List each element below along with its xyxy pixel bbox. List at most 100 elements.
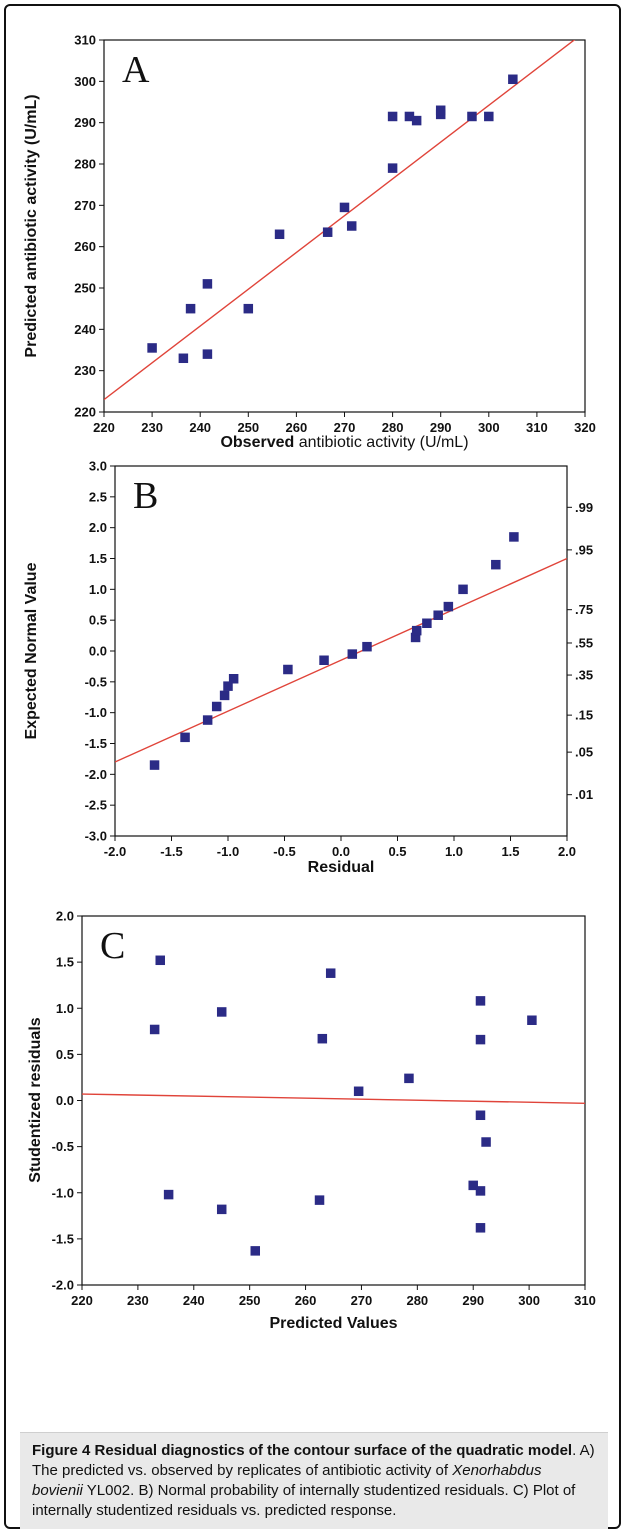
figure-charts: 220 230 240 250 260 270 280 290 300 310 3202202302…	[23, 33, 596, 1333]
data-point	[411, 115, 422, 126]
y-axis-title: Studentized residuals	[27, 1017, 44, 1182]
data-point	[508, 74, 518, 85]
y-tick-label: -1.5	[52, 1231, 74, 1246]
x-tick-label: 1.5	[501, 844, 519, 859]
x-tick-label: 1.0	[445, 844, 463, 859]
y-tick-label: 2.0	[56, 909, 74, 924]
data-point	[185, 303, 196, 314]
y-tick-label: 3.0	[89, 459, 107, 474]
y-tick-label: 1.5	[89, 551, 107, 566]
x-axis-title-bold: Observed	[220, 434, 294, 451]
data-point	[283, 664, 293, 675]
y-tick-label: 310	[74, 33, 96, 48]
data-point	[202, 349, 213, 359]
data-point	[411, 625, 422, 636]
data-point	[178, 353, 189, 364]
right-tick-label: .15	[575, 708, 593, 723]
x-axis-title: Residual	[308, 859, 375, 876]
x-tick-label: 2.0	[558, 844, 576, 859]
data-point	[228, 674, 239, 684]
y-tick-label: 250	[74, 281, 96, 296]
y-tick-label: 240	[74, 322, 96, 337]
y-tick-label: 260	[74, 239, 96, 254]
data-point	[347, 649, 358, 659]
data-point	[433, 610, 443, 620]
data-point	[216, 1007, 227, 1017]
data-point	[475, 1110, 486, 1121]
data-point	[155, 955, 165, 966]
data-point	[243, 303, 254, 314]
data-point	[216, 1204, 227, 1215]
data-point	[202, 279, 213, 289]
panel-label: C	[100, 925, 125, 967]
x-axis-title: Observed antibiotic activity (U/mL)	[220, 434, 468, 451]
right-tick-label: .05	[575, 745, 593, 760]
data-point	[468, 1180, 478, 1191]
data-point	[475, 1186, 486, 1196]
data-point	[202, 715, 213, 725]
plot-area	[114, 465, 568, 837]
fit-line	[82, 1093, 585, 1104]
y-tick-label: 0.0	[56, 1093, 74, 1108]
x-tick-label: 260	[286, 420, 308, 435]
data-point	[475, 1223, 486, 1233]
data-point	[404, 1073, 414, 1084]
y-tick-label: 1.5	[56, 955, 74, 970]
fit-line	[115, 557, 567, 763]
chart-panel-b: -2.0 -1.5 -1.0 -0.5 0.0 0.5 1.0 1.5 2.0 -3.0 -2.5 -…	[23, 459, 593, 877]
y-tick-label: 1.0	[89, 582, 107, 597]
y-tick-label: 270	[74, 198, 96, 213]
plot-area	[103, 39, 586, 413]
data-point	[353, 1086, 364, 1097]
y-tick-label: -1.0	[52, 1185, 74, 1200]
y-tick-label: 280	[74, 157, 96, 172]
right-tick-label: .01	[575, 787, 593, 802]
y-tick-label: 230	[74, 363, 96, 378]
caption-text-b: YL002. B) Normal probability of internal…	[32, 1482, 576, 1519]
data-point	[481, 1137, 491, 1147]
y-tick-label: -0.5	[52, 1139, 74, 1154]
caption-text-a: . A) The predicted vs. observed by repli…	[32, 1442, 595, 1479]
data-point	[322, 227, 333, 237]
data-point	[484, 111, 494, 122]
data-point	[387, 163, 398, 173]
data-point	[475, 1034, 486, 1045]
data-point	[410, 632, 421, 643]
data-point	[180, 732, 190, 743]
x-tick-label: 270	[334, 420, 356, 435]
x-tick-label: 310	[526, 420, 548, 435]
y-tick-label: 300	[74, 74, 96, 89]
x-tick-label: 280	[382, 420, 404, 435]
data-point	[211, 701, 222, 712]
y-tick-label: 2.0	[89, 520, 107, 535]
data-point	[467, 111, 477, 122]
chart-panel-a: 220 230 240 250 260 270 280 290 300 310 320 220 230 2…	[23, 33, 596, 452]
data-point	[149, 1024, 160, 1035]
x-tick-label: 270	[351, 1293, 373, 1308]
x-tick-label: 240	[189, 420, 211, 435]
data-point	[317, 1033, 328, 1044]
x-tick-label: 290	[430, 420, 452, 435]
x-tick-label: 0.5	[388, 844, 406, 859]
panel-label: A	[122, 49, 150, 91]
data-point	[163, 1189, 174, 1200]
data-point	[527, 1015, 537, 1025]
fit-line	[104, 40, 576, 401]
x-tick-label: 250	[237, 420, 259, 435]
y-tick-label: 0.0	[89, 644, 107, 659]
y-axis-title: Expected Normal Value	[23, 562, 40, 739]
x-tick-label: 300	[518, 1293, 540, 1308]
data-point	[491, 559, 501, 570]
caption-species: Xenorhabdus bovienii	[32, 1462, 542, 1499]
x-tick-label: 230	[127, 1293, 149, 1308]
x-tick-label: -1.5	[160, 844, 182, 859]
y-axis-title: Predicted antibiotic activity (U/mL)	[23, 94, 40, 357]
data-point	[346, 221, 357, 231]
y-tick-label: -1.0	[85, 705, 107, 720]
data-point	[314, 1195, 325, 1205]
right-tick-label: .35	[575, 668, 593, 683]
y-tick-label: -2.0	[85, 767, 107, 782]
data-point	[339, 202, 350, 213]
x-tick-label: 230	[141, 420, 163, 435]
y-tick-label: -1.5	[85, 736, 107, 751]
